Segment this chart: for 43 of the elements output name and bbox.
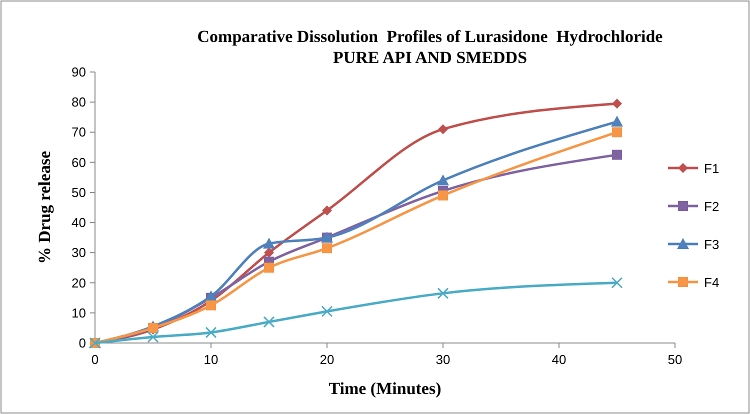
chart-title: Comparative Dissolution Profiles of Lurasidone Hydrochloride bbox=[197, 27, 664, 46]
legend-label: F3 bbox=[704, 237, 720, 252]
point bbox=[438, 190, 448, 200]
y-tick-label: 30 bbox=[72, 245, 86, 260]
point bbox=[321, 306, 333, 318]
x-tick-label: 50 bbox=[668, 352, 682, 367]
y-tick-label: 40 bbox=[72, 215, 86, 230]
point bbox=[612, 127, 622, 138]
point bbox=[147, 331, 159, 343]
point bbox=[437, 288, 449, 300]
point bbox=[206, 300, 216, 310]
y-tick-label: 10 bbox=[72, 305, 86, 320]
y-tick-label: 0 bbox=[78, 336, 86, 350]
point bbox=[438, 124, 448, 134]
point bbox=[263, 316, 275, 328]
x-tick-label: 0 bbox=[91, 352, 99, 367]
x-axis-title: Time (Minutes) bbox=[328, 379, 442, 398]
point bbox=[264, 262, 274, 273]
x-tick-label: 10 bbox=[204, 352, 218, 367]
legend-label: F4 bbox=[704, 275, 720, 290]
y-tick-label: 70 bbox=[72, 124, 86, 140]
x-tick-label: 30 bbox=[436, 352, 450, 367]
point bbox=[612, 98, 622, 109]
point bbox=[612, 150, 622, 160]
point bbox=[205, 326, 217, 338]
y-tick-label: 20 bbox=[72, 275, 86, 290]
y-tick-label: 80 bbox=[72, 94, 86, 110]
point bbox=[611, 277, 623, 289]
point bbox=[437, 174, 449, 186]
y-tick-label: 60 bbox=[72, 154, 86, 170]
legend-label: F2 bbox=[704, 199, 720, 214]
y-axis-title: % Drug release bbox=[35, 150, 54, 264]
point bbox=[322, 243, 332, 254]
x-tick-label: 20 bbox=[320, 352, 334, 367]
y-tick-label: 90 bbox=[72, 64, 86, 80]
point bbox=[322, 206, 332, 216]
point bbox=[611, 116, 623, 127]
chart-subtitle: PURE API AND SMEDDS bbox=[332, 48, 528, 67]
y-tick-label: 50 bbox=[72, 184, 86, 200]
point bbox=[263, 238, 275, 249]
point bbox=[264, 248, 274, 258]
legend-label: F1 bbox=[704, 161, 720, 176]
x-tick-label: 40 bbox=[552, 352, 566, 367]
